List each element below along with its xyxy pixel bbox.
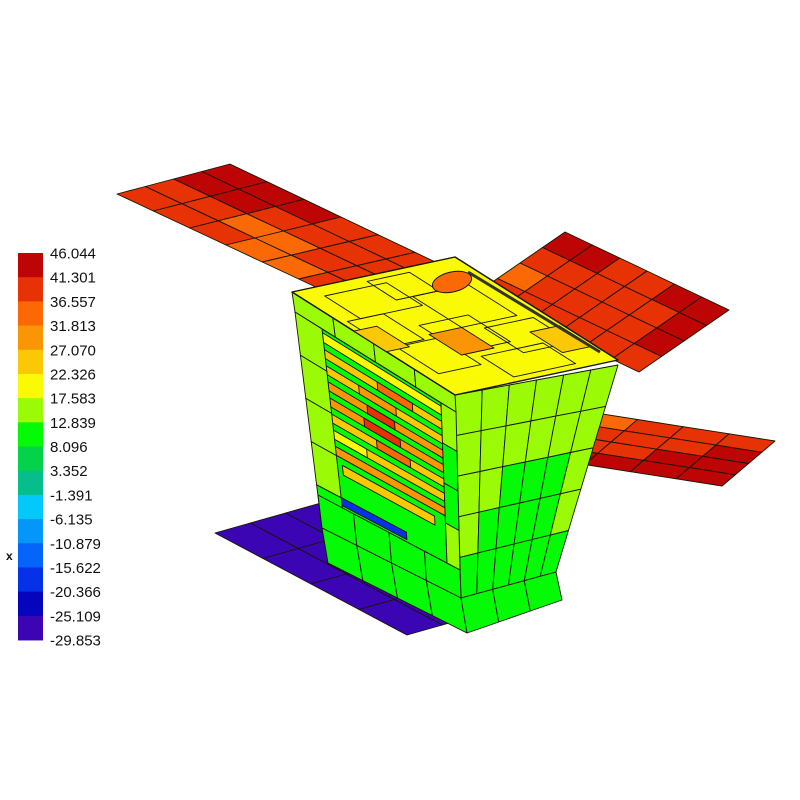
legend-color-band xyxy=(18,277,43,302)
legend-tick-label: -25.109 xyxy=(50,608,101,625)
legend-tick-label: 3.352 xyxy=(50,463,88,480)
bottom-rim-right xyxy=(460,571,563,634)
legend-tick-label: 41.301 xyxy=(50,270,96,287)
plate-panel-hinge-hatch xyxy=(467,270,601,354)
legend-tick-label: 8.096 xyxy=(50,439,88,456)
legend-tick-label: 12.839 xyxy=(50,415,96,432)
legend-tick-label: 27.070 xyxy=(50,342,96,359)
legend-color-band xyxy=(18,253,43,278)
legend-tick-label: -1.391 xyxy=(50,487,93,504)
legend-color-band xyxy=(18,301,43,326)
legend-tick-label: 46.044 xyxy=(50,246,96,263)
legend-color-band xyxy=(18,543,43,568)
legend-tick-label: -6.135 xyxy=(50,512,93,529)
legend-color-band xyxy=(18,567,43,593)
legend-tick-label: -15.622 xyxy=(50,560,101,577)
legend-tick-label: 31.813 xyxy=(50,318,96,335)
legend-color-band xyxy=(18,519,43,544)
upper-right-solar-array xyxy=(474,231,730,373)
legend-color-band xyxy=(18,422,43,447)
legend-color-band xyxy=(18,325,43,351)
legend-color-band xyxy=(18,591,43,617)
front-frame-right-beam xyxy=(440,402,461,571)
front-frame-top-beam xyxy=(291,291,457,413)
bottom-rim-front xyxy=(321,527,468,634)
shelf-2-hot-patch xyxy=(376,381,414,413)
shelf-4-hot-patch xyxy=(366,404,396,431)
legend-tick-label: -20.366 xyxy=(50,584,101,601)
legend-tick-label: -29.853 xyxy=(50,633,101,650)
plate-seam xyxy=(480,342,577,378)
legend-color-band xyxy=(18,398,43,423)
shelf-5-hot-patch xyxy=(363,417,402,449)
shelf-3-hot-patch xyxy=(358,384,397,417)
top-plate xyxy=(291,256,619,396)
shelf-6-hot-patch xyxy=(375,439,412,469)
legend-color-band xyxy=(18,494,43,520)
plate-patch-left xyxy=(353,325,410,353)
shelf-9 xyxy=(341,464,436,526)
legend-tick-label: 36.557 xyxy=(50,294,96,311)
legend-color-band xyxy=(18,349,43,375)
legend-color-band xyxy=(18,470,43,496)
plate-seam xyxy=(395,337,482,375)
legend-color-band xyxy=(18,446,43,472)
legend-color-band xyxy=(18,373,43,399)
legend-tick-label: 22.326 xyxy=(50,366,96,383)
plate-seam xyxy=(324,282,423,320)
legend-tick-label: 17.583 xyxy=(50,391,96,408)
plate-antenna-port xyxy=(431,270,473,294)
axis-x-marker: x xyxy=(6,549,13,563)
legend-tick-label: -10.879 xyxy=(50,536,101,553)
plate-patch-center xyxy=(428,326,495,356)
legend-color-band xyxy=(18,615,43,641)
color-legend: 46.044 41.301 36.557 31.813 27.070 22.326 17.5… xyxy=(18,246,101,650)
body-right-face xyxy=(454,364,619,599)
